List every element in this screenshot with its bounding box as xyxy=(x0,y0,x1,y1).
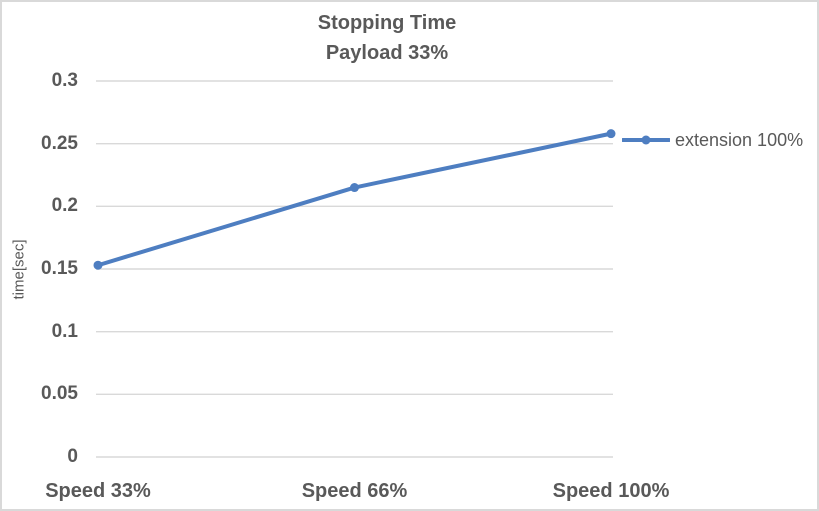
legend: extension 100% xyxy=(622,128,803,152)
legend-marker-dot-icon xyxy=(641,135,651,145)
data-point-marker xyxy=(350,183,359,193)
chart-title-group: Stopping Time Payload 33% xyxy=(2,8,772,68)
y-tick-label: 0.05 xyxy=(41,383,78,405)
y-tick-label: 0.15 xyxy=(41,258,78,279)
y-tick-label: 0.2 xyxy=(51,195,78,217)
y-tick-label: 0.1 xyxy=(51,320,78,342)
y-tick-label: 0 xyxy=(67,446,78,467)
series-line xyxy=(96,131,613,268)
y-tick-label: 0.25 xyxy=(41,132,78,154)
x-tick-label: Speed 33% xyxy=(45,480,151,502)
x-tick-label: Speed 66% xyxy=(301,480,408,502)
legend-line-marker-icon xyxy=(622,135,670,145)
chart-title: Stopping Time xyxy=(317,12,457,34)
y-tick-label: 0.3 xyxy=(51,70,78,91)
chart-subtitle: Payload 33% xyxy=(325,42,449,64)
legend-label: extension 100% xyxy=(675,129,804,150)
x-tick-label: Speed 100% xyxy=(552,480,670,502)
data-point-marker xyxy=(93,260,103,270)
data-point-marker xyxy=(606,129,616,139)
